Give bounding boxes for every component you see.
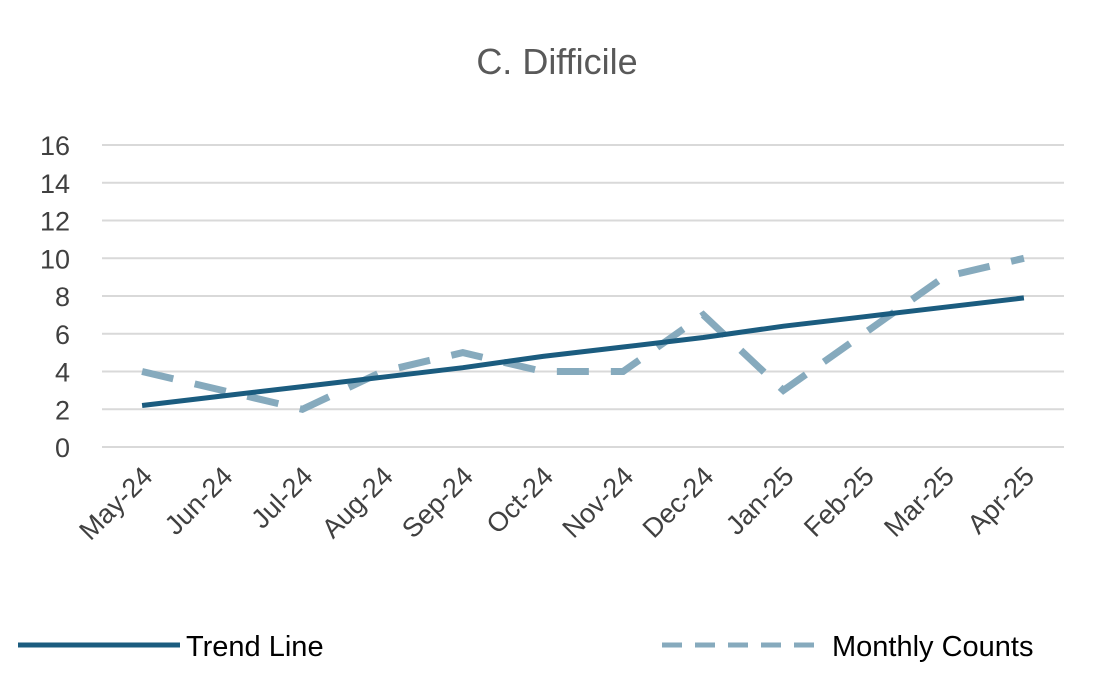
y-axis-ticks: 0 2 4 6 8 10 12 14 16 xyxy=(40,131,70,463)
x-tick-label: Jul-24 xyxy=(245,461,318,534)
x-tick-label: Mar-25 xyxy=(878,461,960,543)
series-lines xyxy=(141,254,1025,413)
legend-label-trend-line: Trend Line xyxy=(186,631,324,663)
x-tick-label: Apr-25 xyxy=(962,461,1041,540)
x-tick-label: Sep-24 xyxy=(396,461,479,544)
y-tick-label: 4 xyxy=(55,358,70,388)
series-line-trend-line xyxy=(141,295,1025,408)
y-tick-label: 8 xyxy=(55,282,70,312)
y-tick-label: 6 xyxy=(55,320,70,350)
x-tick-label: Dec-24 xyxy=(637,461,720,544)
x-tick-label: Nov-24 xyxy=(557,461,640,544)
gridlines xyxy=(102,144,1064,448)
chart-title: C. Difficile xyxy=(476,41,637,82)
x-tick-label: Oct-24 xyxy=(481,461,560,540)
x-tick-label: Jan-25 xyxy=(720,461,800,541)
y-tick-label: 12 xyxy=(40,207,70,237)
x-tick-label: Feb-25 xyxy=(798,461,880,543)
series-line-monthly-counts xyxy=(141,254,1025,413)
x-tick-label: Aug-24 xyxy=(316,461,399,544)
legend-label-monthly-counts: Monthly Counts xyxy=(832,631,1034,663)
y-tick-label: 16 xyxy=(40,131,70,161)
y-tick-label: 10 xyxy=(40,244,70,274)
x-tick-label: May-24 xyxy=(73,461,158,546)
x-tick-label: Jun-24 xyxy=(159,461,239,541)
legend: Trend Line Monthly Counts xyxy=(18,631,1034,663)
y-tick-label: 14 xyxy=(40,169,70,199)
y-tick-label: 0 xyxy=(55,433,70,463)
y-tick-label: 2 xyxy=(55,395,70,425)
